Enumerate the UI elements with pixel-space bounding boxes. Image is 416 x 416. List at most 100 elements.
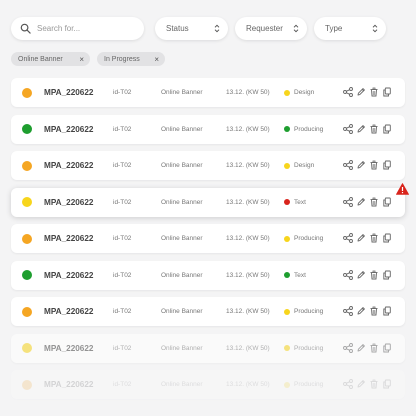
trash-icon[interactable] [369,342,379,354]
share-icon[interactable] [343,378,353,390]
job-type: Online Banner [161,271,203,279]
filter-chip-in-progress: In Progress × [97,52,165,66]
job-date: 13.12. (KW 50) [226,89,270,96]
share-icon[interactable] [343,86,353,98]
copy-icon[interactable] [382,305,392,317]
status-label: Producing [294,381,324,388]
copy-icon[interactable] [382,232,392,244]
priority-dot [22,270,32,280]
edit-icon[interactable] [356,305,366,317]
edit-icon[interactable] [356,159,366,171]
edit-icon[interactable] [356,196,366,208]
share-icon[interactable] [343,269,353,281]
copy-icon[interactable] [382,159,392,171]
close-icon[interactable]: × [154,54,159,64]
share-icon[interactable] [343,305,353,317]
job-id: id-T02 [113,125,132,133]
job-date: 13.12. (KW 50) [226,125,270,133]
table-row[interactable]: MPA_220622 id-T02 Online Banner 13.12. (KW … [11,370,405,399]
status-dot [284,199,290,205]
chevron-updown-icon [372,24,378,33]
share-icon[interactable] [343,159,353,171]
job-type: Online Banner [161,125,203,133]
table-row[interactable]: MPA_220622 id-T02 Online Banner 13.12. (KW … [11,187,405,217]
share-icon[interactable] [343,196,353,208]
chevron-updown-icon [293,24,299,33]
trash-icon[interactable] [369,305,379,317]
search-input[interactable] [37,24,127,33]
priority-dot [22,306,32,317]
copy-icon[interactable] [382,86,392,98]
copy-icon[interactable] [382,269,392,281]
edit-icon[interactable] [356,232,366,244]
job-code: MPA_220622 [44,234,94,243]
status-label: Design [294,162,315,169]
job-id: id-T02 [113,89,132,96]
edit-icon[interactable] [356,378,366,390]
job-date: 13.12. (KW 50) [226,271,270,279]
row-actions [343,378,392,390]
copy-icon[interactable] [382,378,392,390]
trash-icon[interactable] [369,232,379,244]
status-label: Producing [294,344,324,352]
status-label: Text [294,271,306,279]
status-dot [284,126,290,132]
status-label: Producing [294,125,324,133]
job-code: MPA_220622 [44,270,94,280]
table-row[interactable]: MPA_220622 id-T02 Online Banner 13.12. (KW … [11,78,405,107]
table-row[interactable]: MPA_220622 id-T02 Online Banner 13.12. (KW … [11,297,405,326]
job-code: MPA_220622 [44,161,94,170]
status-badge: Text [284,188,306,217]
row-actions [343,232,392,244]
share-icon[interactable] [343,123,353,135]
job-type: Online Banner [161,344,203,352]
filter-chip-online-banner: Online Banner × [11,52,90,66]
priority-dot [22,87,32,98]
status-dropdown[interactable]: Status [155,17,228,40]
job-date: 13.12. (KW 50) [226,344,270,352]
search-box[interactable] [11,17,144,40]
table-row[interactable]: MPA_220622 id-T02 Online Banner 13.12. (KW … [11,333,405,363]
copy-icon[interactable] [382,123,392,135]
chevron-updown-icon [214,24,220,33]
table-row[interactable]: MPA_220622 id-T02 Online Banner 13.12. (KW … [11,114,405,144]
job-id: id-T02 [113,308,132,315]
edit-icon[interactable] [356,123,366,135]
priority-dot [22,197,32,207]
status-badge: Producing [284,297,323,326]
status-label: Producing [294,308,324,315]
warning-icon [396,183,409,195]
copy-icon[interactable] [382,342,392,354]
row-actions [343,196,392,208]
trash-icon[interactable] [369,123,379,135]
trash-icon[interactable] [369,86,379,98]
table-row[interactable]: MPA_220622 id-T02 Online Banner 13.12. (KW … [11,151,405,180]
edit-icon[interactable] [356,269,366,281]
edit-icon[interactable] [356,86,366,98]
copy-icon[interactable] [382,196,392,208]
trash-icon[interactable] [369,378,379,390]
trash-icon[interactable] [369,196,379,208]
table-row[interactable]: MPA_220622 id-T02 Online Banner 13.12. (KW … [11,224,405,253]
filter-bar: Status Requester Type [11,17,386,40]
table-row[interactable]: MPA_220622 id-T02 Online Banner 13.12. (KW … [11,260,405,290]
job-code: MPA_220622 [44,197,94,207]
trash-icon[interactable] [369,269,379,281]
share-icon[interactable] [343,342,353,354]
job-type: Online Banner [161,381,203,388]
status-dot [284,272,290,278]
trash-icon[interactable] [369,159,379,171]
status-dot [284,308,290,315]
edit-icon[interactable] [356,342,366,354]
type-dropdown[interactable]: Type [314,17,386,40]
job-type: Online Banner [161,198,203,206]
job-id: id-T02 [113,235,132,242]
job-code: MPA_220622 [44,124,94,134]
status-badge: Producing [284,115,323,144]
job-code: MPA_220622 [44,307,94,316]
close-icon[interactable]: × [79,54,84,64]
filter-chip-label: In Progress [104,55,140,63]
requester-dropdown[interactable]: Requester [235,17,307,40]
share-icon[interactable] [343,232,353,244]
priority-dot [22,124,32,134]
